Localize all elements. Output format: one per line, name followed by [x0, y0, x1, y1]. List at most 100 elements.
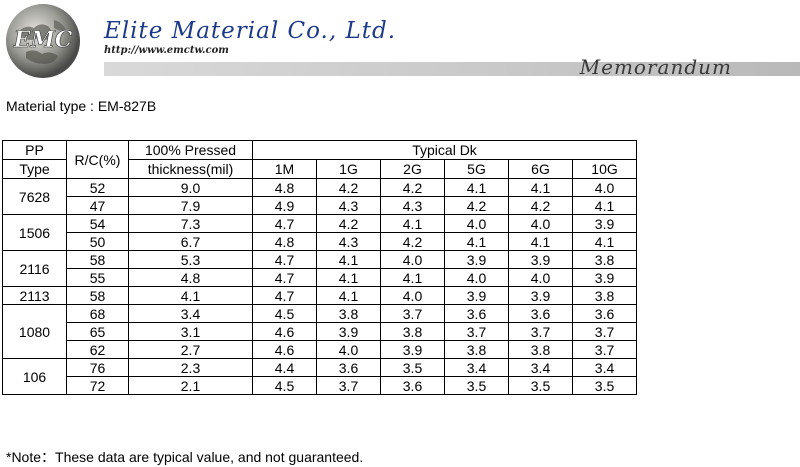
header-rule	[104, 62, 800, 76]
thickness-cell: 4.1	[128, 286, 253, 305]
pp-type-cell: 106	[2, 358, 67, 395]
dk-cell: 4.1	[380, 214, 445, 233]
rc-cell: 62	[66, 340, 129, 359]
rc-cell: 65	[66, 322, 129, 341]
table-row: 1506 54 7.3 4.7 4.2 4.1 4.0 4.0 3.9	[2, 214, 638, 251]
dk-cell: 4.1	[316, 268, 381, 287]
dk-cell: 3.5	[380, 358, 445, 377]
dk-cell: 4.4	[252, 358, 317, 377]
dk-cell: 4.3	[316, 232, 381, 251]
dk-cell: 4.9	[252, 196, 317, 215]
header-thickness: 100% Pressed	[128, 140, 253, 160]
header-freq-5g: 5G	[444, 159, 509, 179]
table-body: 7628 52 9.0 4.8 4.2 4.2 4.1 4.1 4.0 47 7…	[2, 178, 638, 395]
dk-spec-table: PP R/C(%) 100% Pressed Typical Dk Type t…	[2, 140, 638, 395]
header-rc: R/C(%)	[66, 140, 129, 179]
dk-cell: 4.7	[252, 250, 317, 269]
dk-cell: 4.0	[571, 178, 638, 197]
dk-cell: 3.6	[444, 304, 509, 323]
dk-cell: 4.2	[508, 196, 573, 215]
dk-cell: 4.0	[444, 214, 509, 233]
dk-cell: 4.6	[252, 340, 317, 359]
dk-cell: 3.4	[571, 358, 638, 377]
thickness-cell: 6.7	[128, 232, 253, 251]
dk-cell: 4.6	[252, 322, 317, 341]
dk-cell: 3.8	[316, 304, 381, 323]
dk-cell: 3.4	[444, 358, 509, 377]
dk-cell: 4.7	[252, 268, 317, 287]
dk-cell: 3.9	[571, 214, 638, 233]
dk-cell: 4.1	[444, 232, 509, 251]
rc-cell: 76	[66, 358, 129, 377]
table-row: 2116 58 5.3 4.7 4.1 4.0 3.9 3.9 3.8	[2, 250, 638, 287]
dk-cell: 3.9	[316, 322, 381, 341]
disclaimer-note: *Note：These data are typical value, and …	[6, 449, 364, 465]
dk-cell: 4.0	[508, 268, 573, 287]
table-row: 72 2.1 4.5 3.7 3.6 3.5 3.5 3.5	[3, 376, 638, 395]
dk-cell: 3.5	[571, 376, 638, 395]
table-row: 55 4.8 4.7 4.1 4.1 4.0 4.0 3.9	[3, 268, 638, 287]
table-row: 50 6.7 4.8 4.3 4.2 4.1 4.1 4.1	[3, 232, 638, 251]
dk-cell: 4.5	[252, 376, 317, 395]
dk-cell: 3.9	[444, 286, 509, 305]
rc-cell: 58	[66, 250, 129, 269]
memorandum-label: Memorandum	[579, 55, 732, 79]
dk-cell: 4.1	[316, 250, 381, 269]
dk-cell: 3.7	[508, 322, 573, 341]
pp-type-cell: 1080	[2, 304, 67, 359]
document-header: EMC Elite Material Co., Ltd. http://www.…	[0, 0, 800, 82]
dk-cell: 4.1	[508, 178, 573, 197]
thickness-cell: 3.1	[128, 322, 253, 341]
table-row: 7628 52 9.0 4.8 4.2 4.2 4.1 4.1 4.0	[2, 178, 638, 215]
dk-cell: 4.1	[316, 286, 381, 305]
header-pp-type: PP	[2, 140, 67, 160]
dk-cell: 4.0	[508, 214, 573, 233]
rc-cell: 58	[66, 286, 129, 305]
thickness-cell: 9.0	[128, 178, 253, 197]
dk-cell: 3.7	[316, 376, 381, 395]
dk-cell: 4.1	[508, 232, 573, 251]
dk-cell: 4.1	[571, 196, 638, 215]
header-pp-type-2: Type	[2, 159, 67, 179]
thickness-cell: 2.3	[128, 358, 253, 377]
dk-cell: 4.7	[252, 286, 317, 305]
rc-cell: 72	[66, 376, 129, 395]
thickness-cell: 4.8	[128, 268, 253, 287]
dk-cell: 4.8	[252, 178, 317, 197]
dk-cell: 3.5	[508, 376, 573, 395]
dk-cell: 3.6	[508, 304, 573, 323]
dk-cell: 3.5	[444, 376, 509, 395]
table-row: 65 3.1 4.6 3.9 3.8 3.7 3.7 3.7	[3, 322, 638, 341]
header-typical-dk: Typical Dk	[251, 140, 638, 160]
dk-cell: 3.8	[571, 250, 638, 269]
pp-type-cell: 2116	[2, 250, 67, 287]
dk-cell: 4.2	[316, 178, 381, 197]
header-freq-2g: 2G	[380, 159, 445, 179]
dk-cell: 4.3	[316, 196, 381, 215]
pp-type-cell: 7628	[2, 178, 67, 215]
pp-type-cell: 2113	[2, 286, 67, 305]
header-freq-10g: 10G	[571, 159, 638, 179]
table-row: 62 2.7 4.6 4.0 3.9 3.8 3.8 3.7	[3, 340, 638, 359]
dk-cell: 4.5	[252, 304, 317, 323]
thickness-cell: 7.3	[128, 214, 253, 233]
header-freq-1m: 1M	[252, 159, 317, 179]
table-row: 106 76 2.3 4.4 3.6 3.5 3.4 3.4 3.4	[2, 358, 638, 395]
dk-cell: 3.9	[508, 250, 573, 269]
company-name: Elite Material Co., Ltd.	[104, 18, 397, 44]
dk-cell: 4.7	[252, 214, 317, 233]
emc-globe-logo: EMC	[6, 4, 80, 78]
pp-type-cell: 1506	[2, 214, 67, 251]
dk-cell: 4.2	[380, 178, 445, 197]
dk-cell: 3.7	[571, 340, 638, 359]
thickness-cell: 2.7	[128, 340, 253, 359]
dk-cell: 4.0	[316, 340, 381, 359]
dk-cell: 3.9	[571, 268, 638, 287]
dk-cell: 4.8	[252, 232, 317, 251]
rc-cell: 55	[66, 268, 129, 287]
thickness-cell: 5.3	[128, 250, 253, 269]
thickness-cell: 7.9	[128, 196, 253, 215]
dk-cell: 4.0	[380, 286, 445, 305]
table-row: 47 7.9 4.9 4.3 4.3 4.2 4.2 4.1	[3, 196, 638, 215]
thickness-cell: 2.1	[128, 376, 253, 395]
